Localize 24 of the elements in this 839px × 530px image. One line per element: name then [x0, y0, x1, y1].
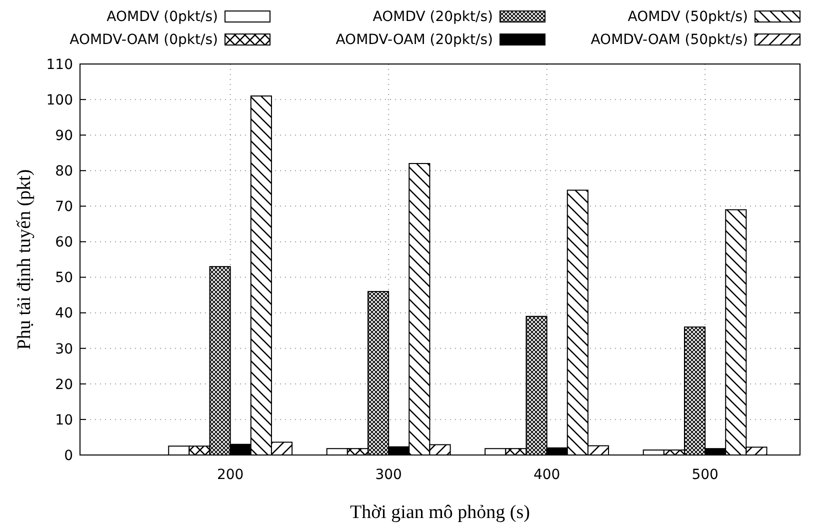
y-tick-label: 70 [55, 199, 73, 216]
legend-label: AOMDV-OAM (20pkt/s) [336, 32, 493, 48]
x-tick-label: 400 [533, 467, 560, 483]
y-tick-label: 110 [46, 56, 73, 73]
y-tick-label: 90 [55, 128, 73, 144]
x-tick-label: 500 [692, 467, 718, 483]
y-tick-label: 30 [55, 341, 73, 358]
x-tick-label: 300 [375, 467, 402, 483]
legend-label: AOMDV (0pkt/s) [106, 8, 218, 25]
x-axis-title: Thời gian mô phỏng (s) [350, 502, 530, 523]
legend-label: AOMDV-OAM (0pkt/s) [70, 32, 218, 48]
y-tick-label: 10 [55, 412, 73, 428]
y-axis-title: Phụ tải định tuyến (pkt) [14, 169, 35, 350]
y-tick-label: 20 [55, 376, 73, 393]
y-tick-label: 60 [55, 234, 73, 251]
legend-label: AOMDV (20pkt/s) [372, 8, 493, 25]
y-tick-label: 80 [55, 164, 73, 180]
legend-label: AOMDV-OAM (50pkt/s) [590, 32, 748, 48]
y-tick-label: 0 [64, 448, 73, 464]
legend-label: AOMDV (50pkt/s) [628, 8, 748, 25]
y-tick-label: 100 [46, 92, 73, 108]
y-tick-label: 40 [55, 306, 73, 322]
y-tick-label: 50 [55, 270, 73, 286]
x-tick-label: 200 [216, 467, 244, 483]
